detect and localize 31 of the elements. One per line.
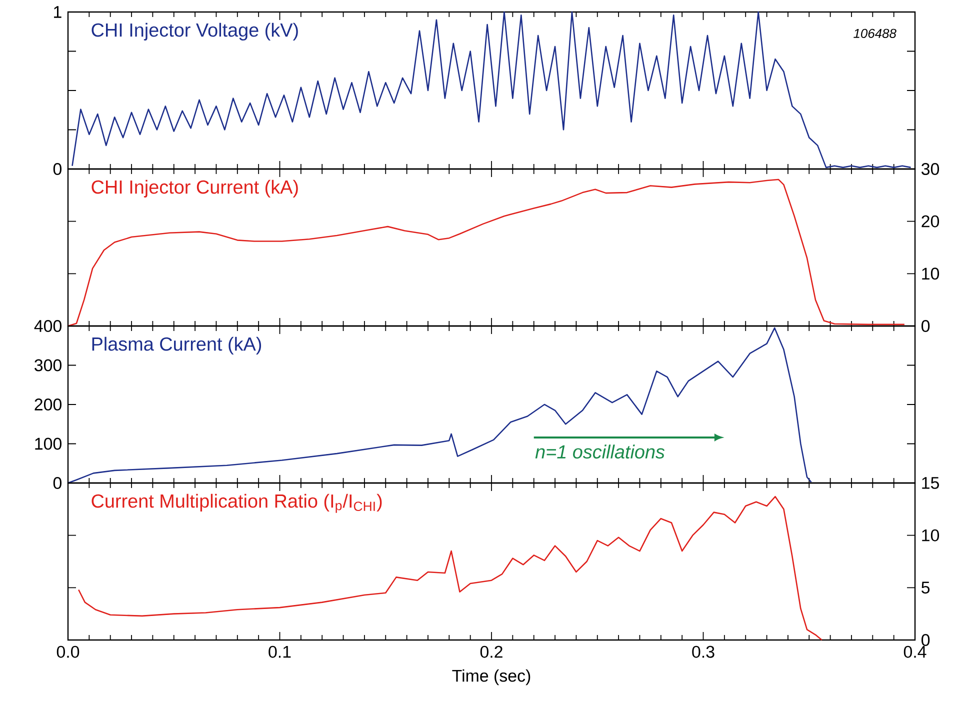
text: Current Multiplication Ratio (I$_{p}$/I$_{CHI}$) [92, 494, 382, 513]
text: Plasma Current (kA) [92, 336, 262, 354]
line-series [67, 178, 906, 327]
y-tick-label: 0 [922, 320, 930, 332]
x-tick-label: 0.1 [268, 646, 291, 658]
y-tick-label: 5 [922, 582, 930, 594]
x-tick-label: 0.2 [480, 646, 502, 658]
x-axis-title: Time (sec) [452, 669, 530, 686]
x-tick-label: 0.4 [904, 646, 926, 658]
y-tick-label: 400 [34, 320, 62, 332]
text: CHI Injector Voltage (kV) [92, 22, 298, 40]
line-series [72, 11, 912, 168]
x-tick-label: 0.0 [56, 646, 80, 658]
y-tick-label: 20 [922, 215, 940, 228]
y-tick-label: 200 [34, 398, 62, 410]
y-tick-label: 10 [922, 268, 940, 280]
y-tick-label: 100 [35, 438, 62, 450]
y-tick-label: 1 [54, 6, 62, 18]
x-tick-label: 0.3 [692, 646, 714, 658]
y-tick-label: 30 [921, 163, 940, 175]
annotation: 106488 [854, 28, 896, 38]
y-tick-label: 0 [922, 634, 930, 646]
y-tick-label: 0 [53, 477, 62, 489]
annotation: n=1 oscillations [535, 444, 665, 459]
y-tick-label: 10 [922, 529, 940, 542]
text: CHI Injector Current (kA) [92, 180, 298, 198]
line-series [67, 327, 812, 484]
line-series [78, 496, 822, 641]
y-tick-label: 300 [34, 359, 62, 372]
y-tick-label: 0 [53, 162, 62, 175]
y-tick-label: 15 [922, 477, 939, 489]
